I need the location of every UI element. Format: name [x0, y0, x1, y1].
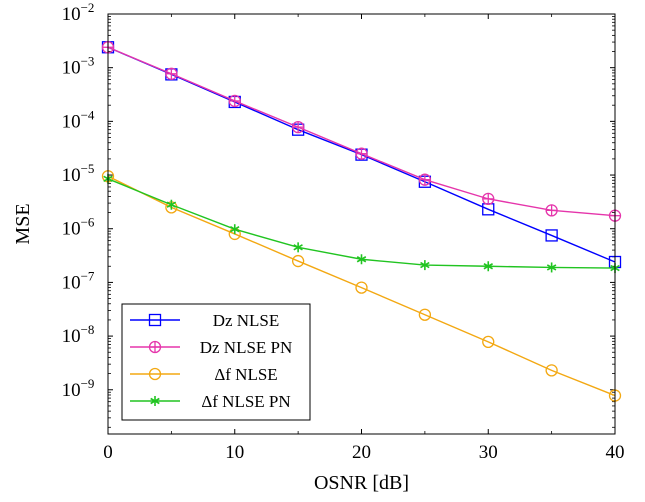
legend-label: Δf NLSE PN [201, 392, 290, 411]
tick-labels: 0 10 20 30 40 10−2 10−3 10−4 10−5 10−6 10−7 10−8 10−… [62, 0, 625, 463]
x-tick-label: 20 [352, 442, 371, 463]
legend-marker [150, 396, 160, 406]
y-tick-label: 10−7 [62, 268, 95, 293]
series-2-point [228, 94, 241, 108]
x-tick-label: 0 [103, 442, 113, 463]
x-tick-label: 30 [479, 442, 498, 463]
series-4-point [166, 199, 177, 210]
series-4-point [356, 254, 367, 265]
x-axis-title: OSNR [dB] [314, 472, 409, 494]
series-2-line [107, 46, 616, 217]
series-2 [101, 41, 622, 222]
series-1-point [545, 229, 558, 242]
y-tick-label: 10−5 [62, 161, 95, 186]
legend-item: Δf NLSE [130, 365, 278, 384]
series-3-point [545, 364, 558, 377]
legend-marker [148, 367, 162, 381]
series-4 [103, 173, 620, 274]
legend-item: Dz NLSE [130, 311, 279, 330]
series-2-point [418, 173, 432, 186]
series-4-point [420, 260, 430, 271]
legend-marker [148, 340, 162, 354]
series-3 [101, 170, 622, 402]
series-2-point [545, 204, 558, 217]
series-3-point [291, 254, 305, 268]
legend: Dz NLSE Dz NLSE PN Δf NLSE Δf NLSE PN [121, 303, 311, 421]
x-tick-label: 10 [225, 442, 244, 463]
series-2-point [165, 67, 178, 80]
y-tick-label: 10−8 [62, 322, 95, 347]
plot-area-frame [107, 13, 616, 435]
x-tick-label: 40 [606, 442, 625, 463]
y-tick-label: 10−2 [62, 0, 95, 25]
legend-marker [148, 313, 162, 327]
series-3-line [107, 175, 616, 397]
y-axis-title: MSE [12, 203, 34, 244]
legend-label: Dz NLSE PN [200, 338, 293, 357]
series-4-point [293, 242, 303, 253]
series-4-point [230, 224, 240, 235]
series-4-point [483, 261, 493, 272]
y-tick-label: 10−3 [62, 54, 95, 79]
legend-item: Δf NLSE PN [130, 392, 291, 411]
series-3-point [482, 335, 495, 349]
series-3-point [355, 281, 368, 294]
series-2-point [482, 192, 495, 206]
y-tick-label: 10−4 [62, 107, 95, 132]
series-2-point [291, 121, 305, 134]
series-3-point [418, 308, 432, 321]
series-2-point [355, 147, 368, 160]
series-4-point [546, 262, 557, 273]
legend-item: Dz NLSE PN [130, 338, 292, 357]
y-tick-label: 10−6 [62, 215, 95, 240]
y-tick-label: 10−9 [62, 376, 95, 401]
legend-label: Δf NLSE [214, 365, 277, 384]
legend-label: Dz NLSE [213, 311, 280, 330]
